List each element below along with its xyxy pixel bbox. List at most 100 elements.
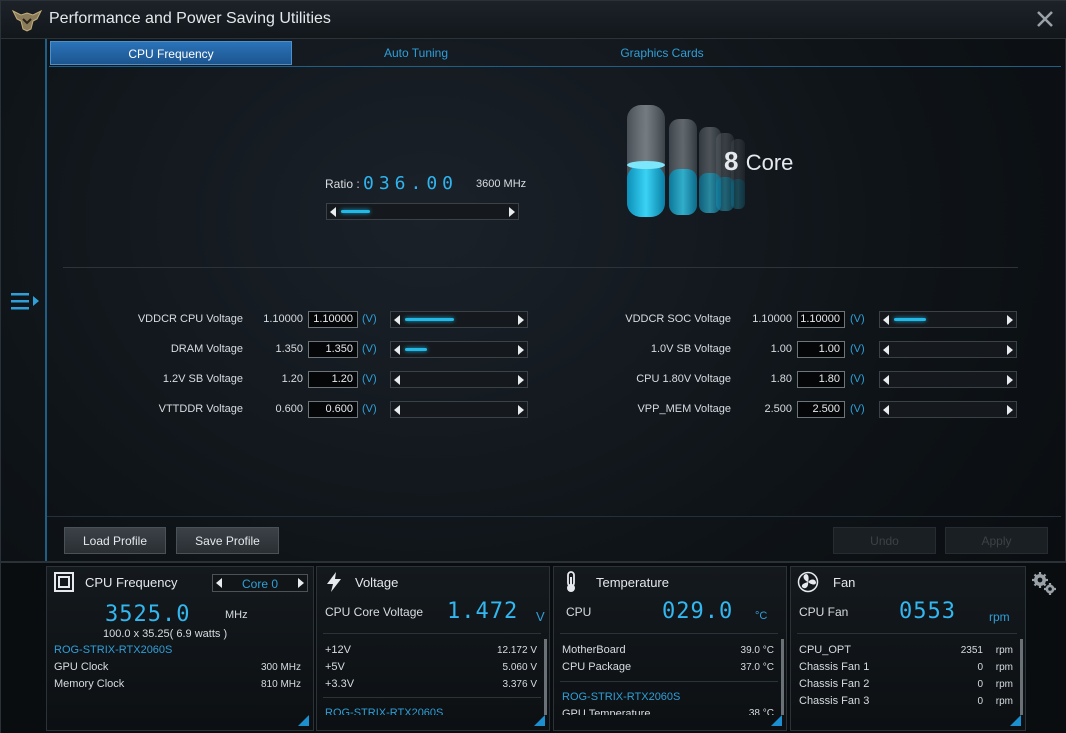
fan-row-value: 0 (977, 662, 983, 673)
slider-fill (405, 348, 427, 351)
voltage-unit-wrap: (V) (850, 401, 874, 419)
expand-corner-icon[interactable] (771, 715, 782, 726)
voltage-name: CPU 1.80V Voltage (636, 373, 731, 385)
tab-auto-tuning[interactable]: Auto Tuning (383, 46, 449, 60)
voltage-slider[interactable] (390, 401, 528, 418)
panel-cpu-title: CPU Frequency (85, 575, 178, 590)
voltage-unit: (V) (362, 343, 377, 355)
gpu-clock-label: GPU Clock (54, 661, 109, 673)
voltage-input[interactable]: 2.500 (797, 401, 845, 418)
load-profile-button[interactable]: Load Profile (64, 527, 166, 554)
voltage-input[interactable]: 1.20 (308, 371, 358, 388)
expand-corner-icon[interactable] (1010, 715, 1021, 726)
voltage-input[interactable]: 1.10000 (797, 311, 845, 328)
voltage-name-wrap: 1.0V SB Voltage (571, 341, 731, 359)
tab-cpu-frequency[interactable]: CPU Frequency (50, 41, 292, 65)
prev-core-arrow-icon[interactable] (216, 578, 222, 588)
menu-expand-icon[interactable] (11, 291, 41, 311)
voltage-unit-wrap: (V) (362, 341, 386, 359)
voltage-unit-wrap: (V) (850, 341, 874, 359)
voltage-input[interactable]: 1.00 (797, 341, 845, 358)
slider-left-arrow-icon[interactable] (394, 315, 400, 325)
voltage-slider[interactable] (879, 311, 1017, 328)
cpu-fan-value: 0553 (899, 599, 956, 624)
window-title: Performance and Power Saving Utilities (49, 10, 331, 27)
fan-row-unit: rpm (995, 645, 1013, 656)
voltage-default: 2.500 (764, 403, 792, 415)
voltage-slider[interactable] (879, 401, 1017, 418)
save-profile-button[interactable]: Save Profile (176, 527, 279, 554)
undo-button[interactable]: Undo (833, 527, 936, 554)
apply-button[interactable]: Apply (945, 527, 1048, 554)
lightning-icon (327, 572, 341, 592)
slider-left-arrow-icon[interactable] (330, 207, 336, 217)
voltage-input[interactable]: 0.600 (308, 401, 358, 418)
voltage-slider[interactable] (390, 371, 528, 388)
gpu-temp-label: GPU Temperature (562, 708, 651, 715)
slider-left-arrow-icon[interactable] (883, 315, 889, 325)
voltage-scrollbar[interactable] (544, 639, 547, 715)
panel-temperature: Temperature CPU 029.0 °C MotherBoard 39.… (553, 566, 787, 731)
voltage-default: 1.80 (770, 373, 792, 385)
slider-left-arrow-icon[interactable] (883, 345, 889, 355)
gear-icon[interactable] (1031, 571, 1057, 597)
tab-graphics-cards[interactable]: Graphics Cards (620, 46, 704, 60)
voltage-slider[interactable] (879, 371, 1017, 388)
next-core-arrow-icon[interactable] (298, 578, 304, 588)
panel-voltage-title: Voltage (355, 575, 399, 590)
slider-right-arrow-icon[interactable] (518, 345, 524, 355)
core-count-label: Core (745, 150, 794, 175)
slider-right-arrow-icon[interactable] (1007, 315, 1013, 325)
slider-right-arrow-icon[interactable] (518, 375, 524, 385)
slider-right-arrow-icon[interactable] (1007, 405, 1013, 415)
title-bar: Performance and Power Saving Utilities (1, 1, 1066, 39)
voltage-name: DRAM Voltage (170, 343, 243, 355)
temp-divider (560, 633, 778, 634)
slider-left-arrow-icon[interactable] (394, 405, 400, 415)
memory-clock-value: 810 MHz (260, 679, 301, 690)
tab-bar: CPU Frequency Auto Tuning Graphics Cards (49, 41, 1061, 67)
cpu-core-voltage-value: 1.472 (447, 599, 519, 624)
slider-right-arrow-icon[interactable] (1007, 345, 1013, 355)
cpu-package-temp-label: CPU Package (562, 661, 632, 673)
ratio-slider[interactable] (326, 203, 519, 220)
voltage-default-wrap: 1.350 (251, 341, 303, 359)
voltage-slider[interactable] (390, 341, 528, 358)
voltage-default-wrap: 1.20 (251, 371, 303, 389)
voltage-slider[interactable] (390, 311, 528, 328)
fan-row-label: Chassis Fan 3 (799, 695, 870, 707)
temp-scrollbar[interactable] (781, 639, 784, 715)
expand-corner-icon[interactable] (534, 715, 545, 726)
close-icon[interactable] (1035, 9, 1055, 29)
section-divider (63, 267, 1018, 268)
slider-left-arrow-icon[interactable] (883, 375, 889, 385)
voltage-name: 1.0V SB Voltage (650, 343, 731, 355)
slider-left-arrow-icon[interactable] (394, 345, 400, 355)
slider-fill (894, 318, 927, 321)
v5-label: +5V (325, 661, 345, 673)
voltage-name-wrap: CPU 1.80V Voltage (571, 371, 731, 389)
core-select-value: Core 0 (241, 577, 279, 591)
voltage-input[interactable]: 1.350 (308, 341, 358, 358)
expand-corner-icon[interactable] (298, 715, 309, 726)
v12-value: 12.172 V (496, 645, 537, 656)
fan-row-value: 2351 (960, 645, 983, 656)
fan-row-label: Chassis Fan 2 (799, 678, 870, 690)
voltage-unit-wrap: (V) (362, 401, 386, 419)
slider-right-arrow-icon[interactable] (1007, 375, 1013, 385)
slider-right-arrow-icon[interactable] (518, 405, 524, 415)
voltage-slider[interactable] (879, 341, 1017, 358)
voltage-default-wrap: 1.10000 (251, 311, 303, 329)
slider-right-arrow-icon[interactable] (518, 315, 524, 325)
voltage-input[interactable]: 1.80 (797, 371, 845, 388)
voltage-input[interactable]: 1.10000 (308, 311, 358, 328)
slider-left-arrow-icon[interactable] (883, 405, 889, 415)
cpu-temp-unit: °C (755, 610, 768, 622)
slider-left-arrow-icon[interactable] (394, 375, 400, 385)
core-select-dropdown[interactable]: Core 0 (212, 574, 308, 592)
motherboard-temp-label: MotherBoard (562, 644, 626, 656)
slider-right-arrow-icon[interactable] (509, 207, 515, 217)
fan-scrollbar[interactable] (1020, 639, 1023, 715)
panel-temperature-title: Temperature (596, 575, 669, 590)
cpu-frequency-value: 3525.0 (105, 602, 191, 627)
